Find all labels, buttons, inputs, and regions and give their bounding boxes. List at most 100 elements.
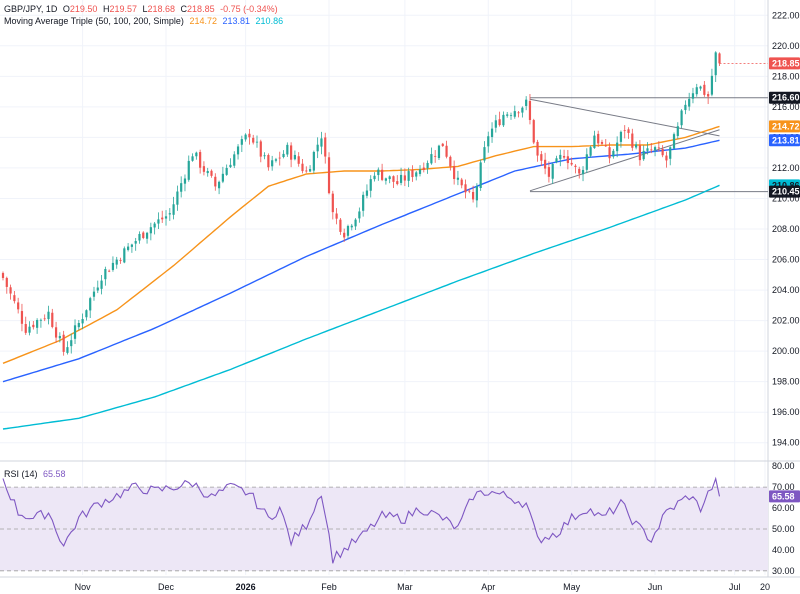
candle-body [403, 175, 406, 181]
candle [475, 183, 478, 208]
candle-body [47, 311, 50, 320]
candle [581, 166, 585, 182]
ma50-line [2, 125, 720, 364]
candle [81, 313, 84, 330]
candle [551, 162, 554, 184]
candle [115, 256, 118, 269]
candle [217, 180, 221, 195]
candle [9, 284, 12, 300]
candle-body [574, 165, 577, 167]
candle-body [684, 104, 687, 111]
candle [494, 114, 497, 133]
candle-body [134, 241, 137, 244]
candle [544, 152, 547, 175]
candle-body [517, 112, 520, 114]
candle-body [316, 144, 319, 152]
candle [312, 150, 315, 174]
candle-body [544, 159, 547, 169]
candle [255, 135, 259, 148]
candle [430, 147, 433, 165]
price-tick-label: 204.00 [772, 285, 800, 295]
candle [221, 166, 224, 184]
candle [449, 155, 452, 171]
candle [5, 276, 8, 294]
candle-body [365, 190, 369, 196]
candle [229, 158, 232, 169]
rsi-value: 65.58 [43, 469, 66, 479]
candle [138, 231, 141, 244]
candle [305, 166, 308, 173]
candle-body [581, 169, 585, 175]
candle [28, 321, 31, 336]
candle-body [244, 134, 247, 140]
candle [172, 196, 175, 220]
candle [278, 151, 281, 166]
candle-body [411, 169, 414, 178]
candle [54, 321, 58, 343]
price-badge: 210.45 [769, 185, 800, 198]
candle [108, 269, 111, 273]
candle-body [320, 138, 323, 147]
candle [471, 185, 475, 203]
candle-body [191, 156, 194, 161]
candle [536, 139, 539, 162]
candle-body [206, 171, 209, 174]
candle [32, 320, 35, 330]
candle-body [434, 155, 437, 157]
candle [236, 144, 240, 160]
ma100-line [2, 139, 720, 383]
rsi-title: RSI (14) [4, 469, 38, 479]
candle [123, 246, 126, 264]
candle [187, 155, 190, 182]
candle [411, 165, 414, 182]
candle [286, 142, 289, 157]
candle-body [290, 145, 293, 160]
candle-body [214, 176, 217, 187]
candle-body [494, 120, 497, 128]
candle [89, 296, 92, 319]
candle-body [536, 141, 539, 156]
candle-body [187, 160, 190, 180]
candle-body [464, 184, 467, 193]
time-tick-label: Nov [75, 582, 92, 592]
candle [570, 157, 573, 166]
candle [578, 166, 581, 179]
candle-body [73, 325, 77, 339]
candle [403, 168, 406, 187]
rsi-tick-label: 40.00 [772, 545, 795, 555]
candle-body [62, 334, 65, 352]
candle-body [127, 246, 130, 250]
candle [483, 141, 486, 163]
candle [267, 153, 270, 171]
candle-body [585, 154, 588, 170]
candle [623, 125, 626, 139]
candle-body [688, 98, 691, 107]
candle [100, 274, 103, 295]
symbol-label: GBP/JPY, 1D [4, 4, 58, 14]
candle-body [210, 170, 213, 176]
candle-body [24, 324, 27, 333]
candle-body [475, 186, 478, 201]
candle [301, 159, 304, 174]
candle-body [58, 336, 61, 339]
candle-body [483, 147, 486, 161]
candle-body [28, 326, 31, 333]
candle-body [612, 150, 615, 157]
candle [164, 210, 168, 226]
candle [718, 52, 721, 66]
candle [327, 152, 331, 195]
candle [555, 155, 558, 164]
time-tick-label: May [563, 582, 581, 592]
candle-body [180, 183, 183, 192]
price-badge-text: 218.85 [772, 58, 800, 68]
candle [521, 106, 524, 118]
candle [665, 151, 668, 168]
candle-body [236, 146, 240, 155]
candle-body [691, 93, 695, 99]
candle [464, 179, 467, 199]
candle [399, 167, 403, 186]
candle-body [286, 144, 289, 155]
price-tick-label: 210.00 [772, 193, 800, 203]
candle [199, 149, 202, 174]
